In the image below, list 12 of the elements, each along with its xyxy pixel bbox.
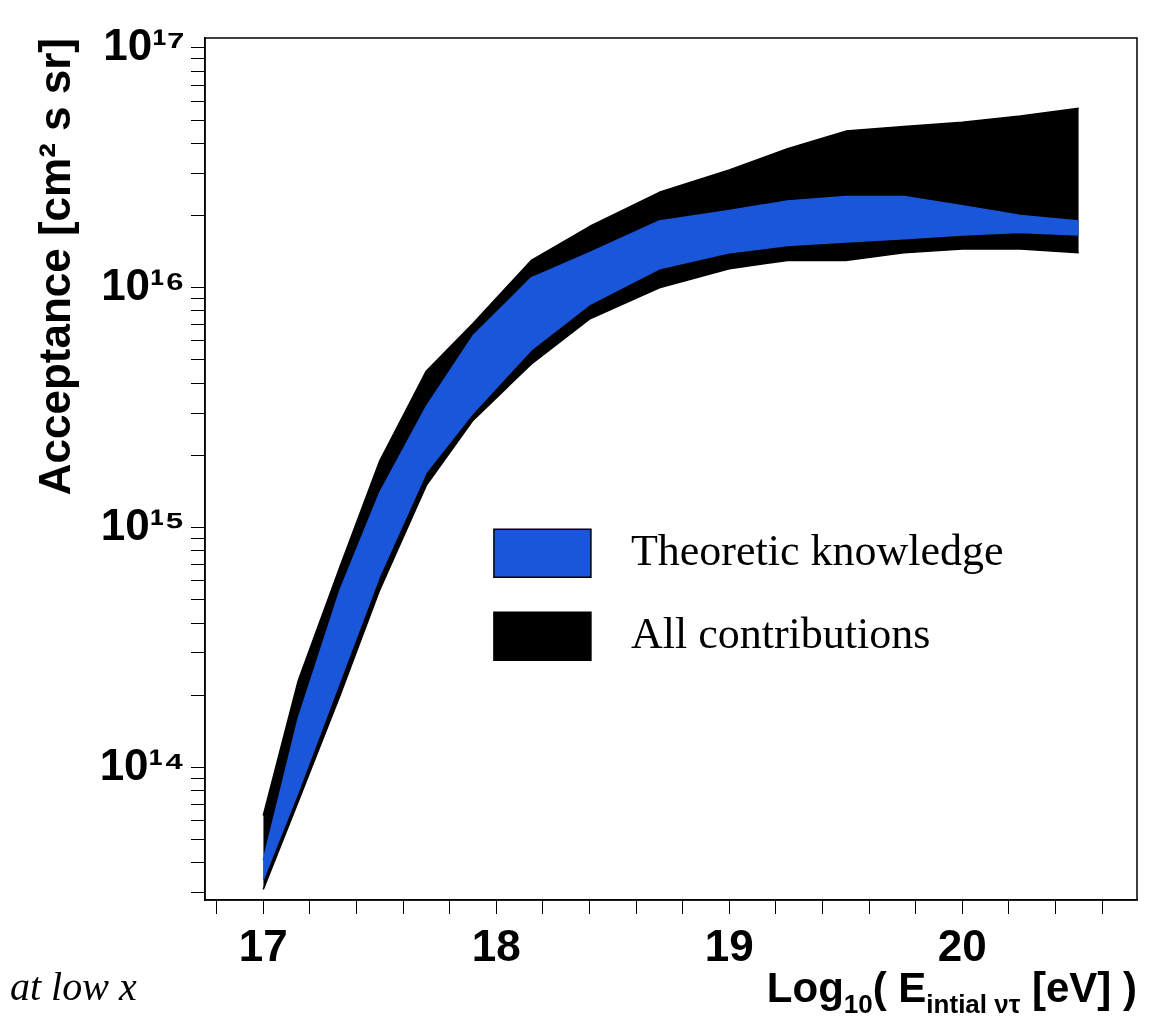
x-tick-label: 19 [704,920,754,970]
y-axis-title: Acceptance [cm² s sr] [30,38,79,496]
legend-label: Theoretic knowledge [630,525,1004,575]
y-tick-label: 10¹⁴ [99,739,185,789]
text: at low x [10,964,137,1009]
y-tick-label: 10¹⁵ [100,499,185,549]
x-tick-label: 20 [937,920,987,970]
x-tick-label: 17 [238,920,288,970]
y-tick-label: 10¹⁶ [101,259,185,309]
legend-label: All contributions [630,608,931,658]
x-tick-label: 18 [471,920,521,970]
y-tick-label: 10¹⁷ [103,20,185,70]
